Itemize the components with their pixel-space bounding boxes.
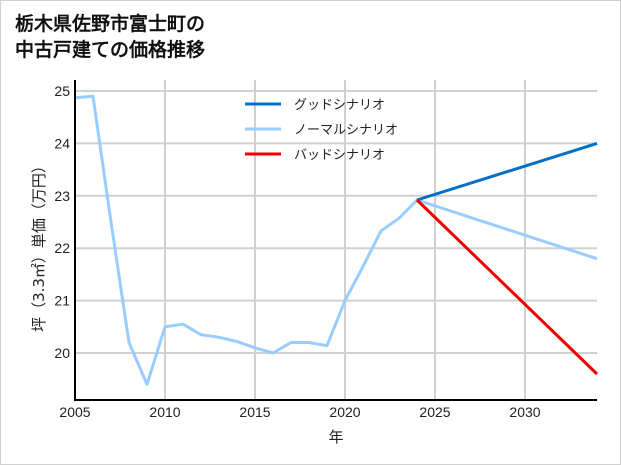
series-line [415, 198, 599, 376]
y-tick-label: 23 [54, 188, 70, 204]
series-line [74, 94, 598, 386]
legend-label: バッドシナリオ [294, 148, 385, 163]
chart-title-line-1: 栃木県佐野市富士町の [15, 13, 206, 35]
y-tick-label: 22 [54, 240, 70, 256]
chart-title: 栃木県佐野市富士町の 中古戸建ての価格推移 [15, 11, 205, 63]
y-axis-label: 坪（3.3㎡）単価（万円） [30, 158, 48, 332]
x-axis-label: 年 [328, 428, 343, 446]
y-tick-label: 24 [54, 135, 70, 151]
grid-lines [75, 80, 597, 400]
chart-title-line-2: 中古戸建ての価格推移 [15, 39, 206, 61]
x-tick-label: 2025 [419, 404, 450, 420]
axes [74, 80, 597, 401]
x-tick-label: 2005 [59, 404, 90, 420]
legend-label: ノーマルシナリオ [294, 123, 398, 138]
x-tick-label: 2020 [329, 404, 360, 420]
series-line [416, 141, 598, 202]
y-tick-label: 20 [54, 345, 70, 361]
x-tick-label: 2015 [239, 404, 270, 420]
x-tick-labels: 2005 2010 2015 2020 2025 2030 [59, 404, 540, 420]
y-tick-label: 21 [54, 293, 70, 309]
legend-label: グッドシナリオ [294, 98, 385, 113]
series-lines [74, 94, 599, 386]
y-tick-label: 25 [54, 83, 70, 99]
x-tick-label: 2030 [509, 404, 540, 420]
x-tick-label: 2010 [149, 404, 180, 420]
y-tick-labels: 20 21 22 23 24 25 [54, 83, 70, 361]
